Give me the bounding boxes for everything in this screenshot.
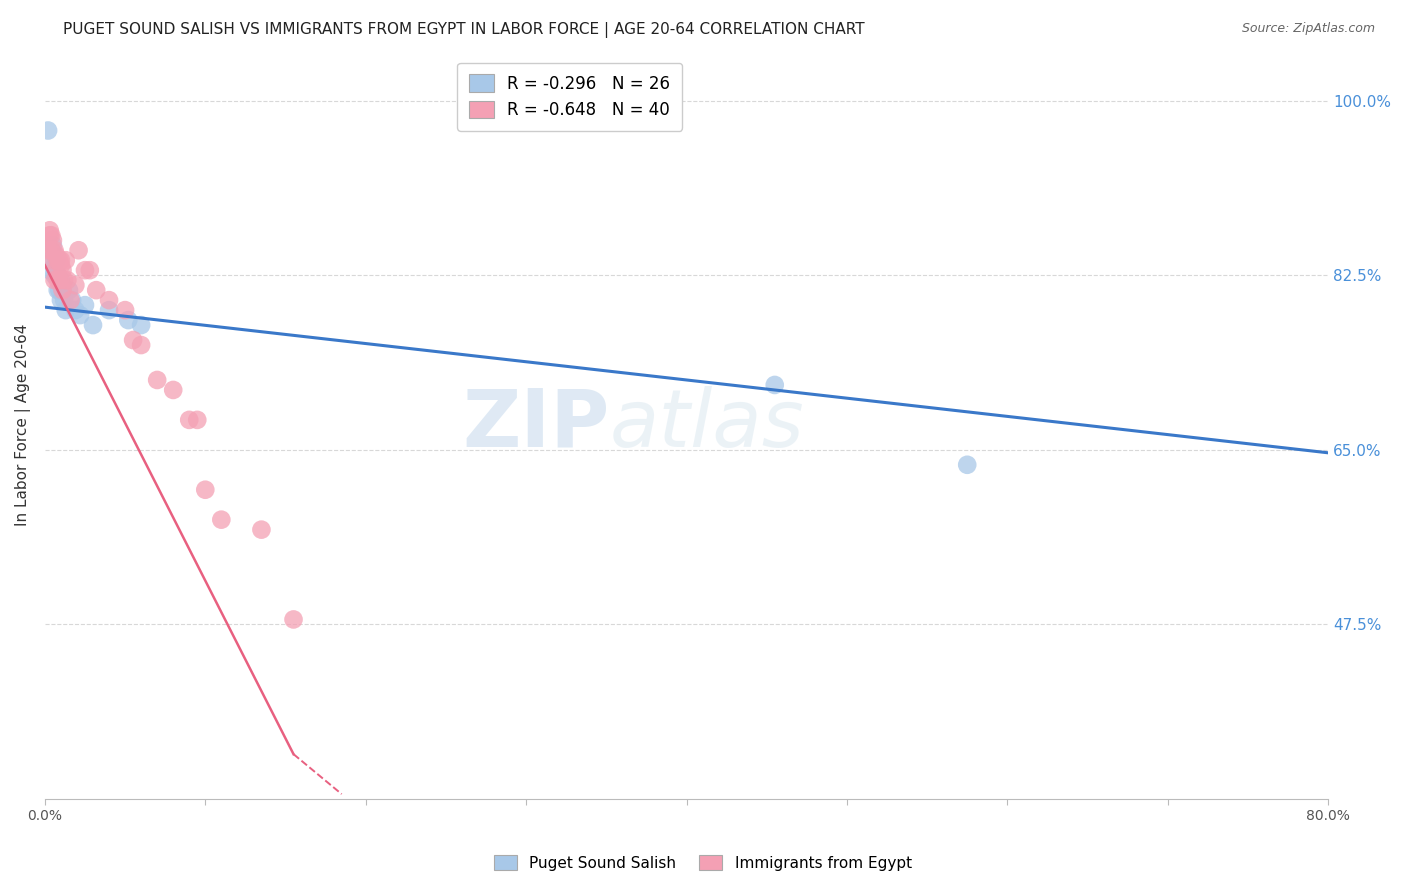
Point: [49, 253, 72, 268]
Text: Source: ZipAtlas.com: Source: ZipAtlas.com: [1241, 22, 1375, 36]
Point: [38, 223, 60, 237]
Point: [44, 273, 66, 287]
Point: [49, 293, 72, 307]
Point: [49, 258, 72, 272]
Point: [46, 253, 69, 268]
Point: [82, 318, 104, 332]
Point: [53, 293, 76, 307]
Point: [48, 283, 70, 297]
Point: [39, 228, 62, 243]
Point: [44, 244, 66, 258]
Point: [37, 123, 59, 137]
Point: [39, 253, 62, 268]
Point: [69, 308, 91, 322]
Point: [42, 253, 65, 268]
Point: [45, 253, 67, 268]
Point: [146, 373, 169, 387]
Point: [98, 293, 121, 307]
Point: [46, 268, 69, 283]
Point: [129, 318, 152, 332]
Point: [45, 248, 67, 262]
Text: atlas: atlas: [610, 386, 804, 464]
Point: [46, 273, 69, 287]
Point: [53, 273, 76, 287]
Point: [283, 612, 305, 626]
Point: [129, 338, 152, 352]
Point: [46, 283, 69, 297]
Point: [179, 413, 201, 427]
Point: [44, 248, 66, 262]
Point: [79, 263, 101, 277]
Point: [122, 333, 145, 347]
Point: [73, 298, 96, 312]
Point: [65, 278, 87, 293]
Point: [48, 253, 70, 268]
Point: [42, 233, 65, 247]
Legend: Puget Sound Salish, Immigrants from Egypt: Puget Sound Salish, Immigrants from Egyp…: [485, 846, 921, 880]
Point: [45, 263, 67, 277]
Point: [162, 383, 184, 397]
Point: [98, 303, 121, 318]
Point: [51, 283, 73, 297]
Text: ZIP: ZIP: [463, 386, 610, 464]
Point: [49, 273, 72, 287]
Point: [42, 238, 65, 252]
Point: [194, 483, 217, 497]
Point: [56, 273, 79, 287]
Point: [67, 244, 90, 258]
Point: [65, 303, 87, 318]
Point: [58, 283, 80, 297]
Legend: R = -0.296   N = 26, R = -0.648   N = 40: R = -0.296 N = 26, R = -0.648 N = 40: [457, 62, 682, 131]
Point: [37, 244, 59, 258]
Point: [84, 283, 107, 297]
Point: [956, 458, 979, 472]
Point: [55, 303, 77, 318]
Point: [250, 523, 273, 537]
Point: [209, 513, 232, 527]
Point: [59, 293, 82, 307]
Point: [60, 293, 83, 307]
Y-axis label: In Labor Force | Age 20-64: In Labor Force | Age 20-64: [15, 324, 31, 526]
Point: [51, 263, 73, 277]
Point: [44, 268, 66, 283]
Point: [117, 313, 139, 327]
Point: [38, 228, 60, 243]
Point: [73, 263, 96, 277]
Point: [39, 244, 62, 258]
Point: [763, 378, 786, 392]
Point: [114, 303, 136, 318]
Text: PUGET SOUND SALISH VS IMMIGRANTS FROM EGYPT IN LABOR FORCE | AGE 20-64 CORRELATI: PUGET SOUND SALISH VS IMMIGRANTS FROM EG…: [63, 22, 865, 38]
Point: [51, 283, 73, 297]
Point: [55, 253, 77, 268]
Point: [186, 413, 208, 427]
Point: [48, 273, 70, 287]
Point: [38, 263, 60, 277]
